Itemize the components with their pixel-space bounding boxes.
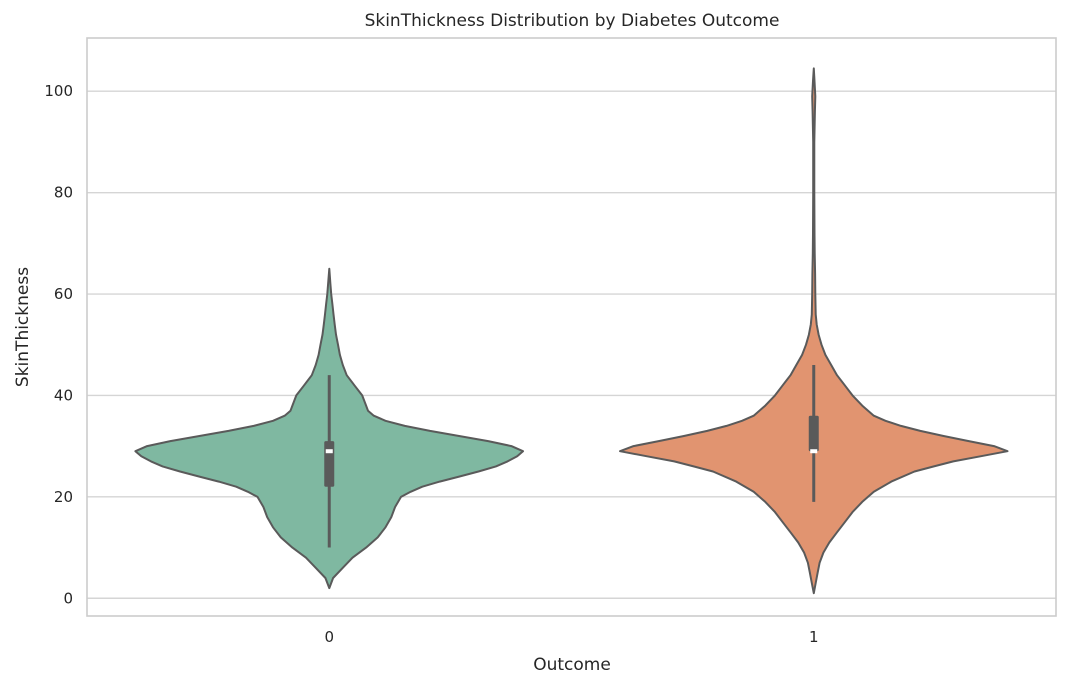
x-axis-label: Outcome [533, 655, 611, 675]
x-tick-label: 1 [809, 628, 819, 646]
y-axis-label: SkinThickness [13, 267, 33, 387]
x-tick-label: 0 [324, 628, 334, 646]
iqr-box-0 [324, 441, 335, 487]
median-marker-1 [810, 449, 818, 454]
y-tick-labels: 0 20 40 60 80 100 [44, 82, 73, 607]
y-tick-label: 100 [44, 82, 73, 100]
y-tick-label: 80 [54, 184, 73, 202]
y-tick-label: 0 [63, 589, 73, 607]
y-tick-label: 40 [54, 386, 73, 404]
grid-lines [87, 90, 1056, 599]
chart-title: SkinThickness Distribution by Diabetes O… [365, 11, 780, 31]
y-tick-label: 60 [54, 285, 73, 303]
median-marker-0 [325, 449, 333, 454]
iqr-box-1 [808, 415, 819, 452]
violin-body-1 [619, 67, 1009, 595]
plot-frame [86, 37, 1057, 617]
violins [134, 67, 1009, 595]
y-tick-label: 20 [54, 488, 73, 506]
